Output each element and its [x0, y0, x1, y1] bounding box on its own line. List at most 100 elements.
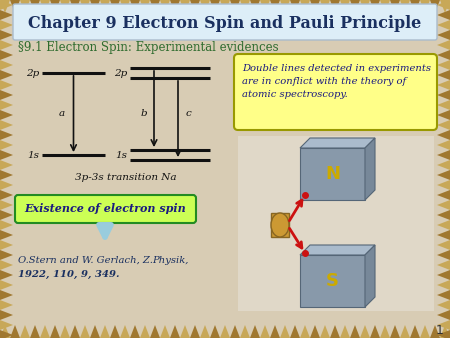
Polygon shape	[380, 325, 390, 338]
Polygon shape	[437, 240, 450, 250]
Polygon shape	[437, 140, 450, 150]
Polygon shape	[437, 220, 450, 230]
Polygon shape	[140, 0, 150, 13]
Polygon shape	[110, 0, 120, 13]
Polygon shape	[0, 230, 13, 240]
Text: b: b	[141, 110, 147, 119]
Polygon shape	[365, 245, 375, 307]
Polygon shape	[20, 0, 30, 13]
Polygon shape	[0, 0, 10, 13]
Polygon shape	[0, 290, 13, 300]
Polygon shape	[250, 0, 260, 13]
Polygon shape	[190, 325, 200, 338]
Polygon shape	[437, 230, 450, 240]
Polygon shape	[0, 120, 13, 130]
Polygon shape	[437, 100, 450, 110]
Polygon shape	[0, 110, 13, 120]
Polygon shape	[437, 30, 450, 40]
Text: Chapter 9 Electron Spin and Pauli Principle: Chapter 9 Electron Spin and Pauli Princi…	[28, 15, 422, 31]
Polygon shape	[200, 325, 210, 338]
Polygon shape	[260, 325, 270, 338]
Text: Existence of electron spin: Existence of electron spin	[24, 203, 186, 215]
Polygon shape	[180, 0, 190, 13]
Polygon shape	[120, 0, 130, 13]
Polygon shape	[300, 138, 375, 148]
Polygon shape	[437, 170, 450, 180]
Polygon shape	[437, 260, 450, 270]
Polygon shape	[60, 325, 70, 338]
Polygon shape	[0, 170, 13, 180]
Polygon shape	[437, 50, 450, 60]
Polygon shape	[10, 325, 20, 338]
Polygon shape	[0, 250, 13, 260]
Polygon shape	[80, 325, 90, 338]
Polygon shape	[0, 190, 13, 200]
Polygon shape	[30, 0, 40, 13]
Polygon shape	[340, 0, 350, 13]
Polygon shape	[437, 250, 450, 260]
Polygon shape	[40, 0, 50, 13]
Polygon shape	[437, 190, 450, 200]
Polygon shape	[100, 0, 110, 13]
Text: N: N	[325, 165, 340, 183]
Polygon shape	[310, 325, 320, 338]
Polygon shape	[240, 0, 250, 13]
Polygon shape	[437, 200, 450, 210]
Polygon shape	[0, 160, 13, 170]
Polygon shape	[365, 138, 375, 200]
Polygon shape	[90, 0, 100, 13]
Polygon shape	[270, 325, 280, 338]
Polygon shape	[380, 0, 390, 13]
Polygon shape	[210, 325, 220, 338]
Polygon shape	[0, 200, 13, 210]
Polygon shape	[360, 0, 370, 13]
Polygon shape	[420, 0, 430, 13]
Polygon shape	[70, 325, 80, 338]
Text: 1: 1	[436, 323, 444, 337]
Polygon shape	[160, 0, 170, 13]
Polygon shape	[260, 0, 270, 13]
Polygon shape	[437, 210, 450, 220]
Polygon shape	[0, 0, 13, 10]
Polygon shape	[0, 320, 13, 330]
Polygon shape	[370, 325, 380, 338]
Polygon shape	[0, 220, 13, 230]
Polygon shape	[0, 80, 13, 90]
Polygon shape	[0, 300, 13, 310]
Polygon shape	[437, 270, 450, 280]
Polygon shape	[130, 325, 140, 338]
Polygon shape	[300, 0, 310, 13]
Polygon shape	[290, 0, 300, 13]
Polygon shape	[150, 325, 160, 338]
Polygon shape	[0, 260, 13, 270]
Polygon shape	[280, 0, 290, 13]
FancyBboxPatch shape	[13, 4, 437, 40]
Polygon shape	[400, 0, 410, 13]
Text: 1s: 1s	[115, 150, 127, 160]
Polygon shape	[437, 80, 450, 90]
Polygon shape	[370, 0, 380, 13]
Polygon shape	[90, 325, 100, 338]
Polygon shape	[437, 320, 450, 330]
Polygon shape	[0, 60, 13, 70]
Polygon shape	[230, 325, 240, 338]
Bar	[271, 213, 289, 237]
Text: S: S	[326, 272, 339, 290]
Polygon shape	[0, 20, 13, 30]
Polygon shape	[0, 50, 13, 60]
Polygon shape	[320, 0, 330, 13]
FancyBboxPatch shape	[300, 148, 365, 200]
Polygon shape	[150, 0, 160, 13]
Text: O.Stern and W. Gerlach, Z.: O.Stern and W. Gerlach, Z.	[18, 256, 156, 265]
Polygon shape	[440, 325, 450, 338]
Polygon shape	[310, 0, 320, 13]
Polygon shape	[200, 0, 210, 13]
Polygon shape	[350, 325, 360, 338]
Polygon shape	[0, 40, 13, 50]
Polygon shape	[420, 325, 430, 338]
Polygon shape	[0, 270, 13, 280]
Polygon shape	[437, 20, 450, 30]
Polygon shape	[0, 90, 13, 100]
Polygon shape	[340, 325, 350, 338]
Polygon shape	[350, 0, 360, 13]
